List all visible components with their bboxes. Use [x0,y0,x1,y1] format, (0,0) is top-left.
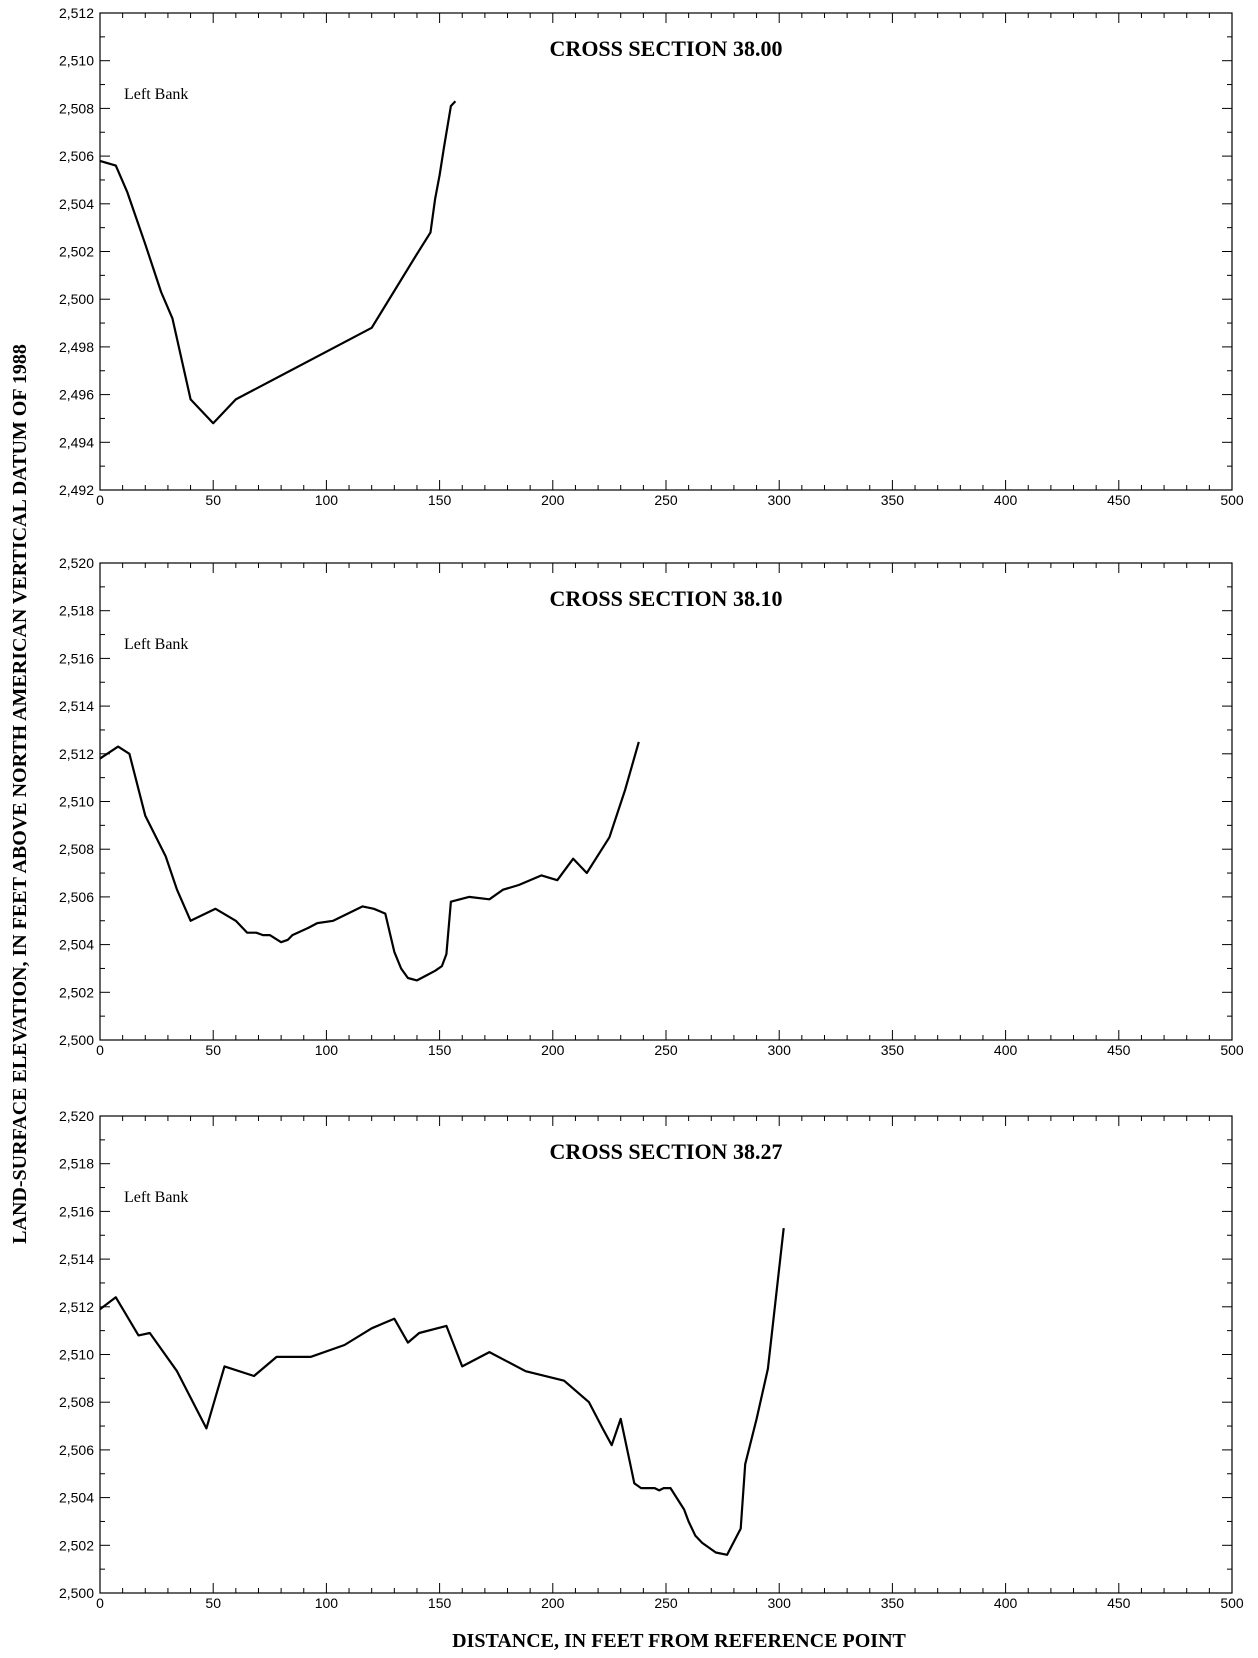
x-tick-label: 500 [1220,1595,1244,1611]
y-tick-label: 2,502 [59,984,94,1000]
x-tick-label: 450 [1107,492,1131,508]
x-tick-label: 200 [541,492,565,508]
panel-title: CROSS SECTION 38.27 [550,1139,783,1164]
y-tick-label: 2,508 [59,1394,94,1410]
left-bank-label: Left Bank [124,1189,188,1206]
x-tick-label: 0 [96,1595,104,1611]
y-tick-label: 2,520 [59,555,94,571]
y-tick-label: 2,508 [59,100,94,116]
x-tick-label: 400 [994,1042,1018,1058]
y-tick-label: 2,514 [59,698,94,714]
y-tick-label: 2,516 [59,650,94,666]
x-tick-label: 250 [654,492,678,508]
y-tick-label: 2,506 [59,148,94,164]
x-tick-label: 500 [1220,1042,1244,1058]
y-tick-label: 2,504 [59,937,94,953]
panel-title: CROSS SECTION 38.10 [550,586,783,611]
x-tick-label: 450 [1107,1042,1131,1058]
y-tick-label: 2,518 [59,1156,94,1172]
y-tick-label: 2,510 [59,794,94,810]
x-tick-label: 200 [541,1595,565,1611]
y-tick-label: 2,518 [59,603,94,619]
chart-panel-1: 0 50 100 150 200 250 300 350 400 450 500 2,492 2,494… [59,5,1244,508]
x-tick-label: 0 [96,1042,104,1058]
y-tick-label: 2,496 [59,387,94,403]
y-tick-label: 2,520 [59,1108,94,1124]
x-tick-label: 100 [315,492,339,508]
y-tick-label: 2,506 [59,1442,94,1458]
x-tick-label: 150 [428,492,452,508]
left-bank-label: Left Bank [124,636,188,653]
y-tick-label: 2,508 [59,841,94,857]
y-tick-label: 2,500 [59,1032,94,1048]
y-tick-label: 2,500 [59,291,94,307]
x-tick-label: 350 [881,492,905,508]
cross-section-profile-line [99,741,640,982]
x-tick-label: 300 [768,492,792,508]
cross-section-profile-line [99,1227,785,1556]
x-tick-label: 250 [654,1595,678,1611]
y-tick-label: 2,502 [59,244,94,260]
y-tick-label: 2,498 [59,339,94,355]
x-tick-label: 50 [205,1042,221,1058]
y-tick-label: 2,514 [59,1251,94,1267]
x-tick-label: 200 [541,1042,565,1058]
x-tick-label: 250 [654,1042,678,1058]
x-tick-label: 50 [205,492,221,508]
y-tick-label: 2,500 [59,1585,94,1601]
x-tick-label: 100 [315,1595,339,1611]
x-axis-title: DISTANCE, IN FEET FROM REFERENCE POINT [452,1630,906,1652]
y-tick-label: 2,510 [59,1347,94,1363]
x-tick-label: 300 [768,1042,792,1058]
x-tick-label: 150 [428,1595,452,1611]
y-tick-label: 2,512 [59,746,94,762]
x-tick-label: 450 [1107,1595,1131,1611]
x-tick-label: 500 [1220,492,1244,508]
x-tick-label: 100 [315,1042,339,1058]
chart-panel-2: 0 50 100 150 200 250 300 350 400 450 500 2,500 2,502… [59,555,1244,1058]
x-tick-label: 50 [205,1595,221,1611]
y-tick-label: 2,504 [59,196,94,212]
x-tick-label: 400 [994,492,1018,508]
chart-panel-3: 0 50 100 150 200 250 300 350 400 450 500 2,500 2,502… [59,1108,1244,1611]
plot-frame [99,1115,1233,1594]
y-tick-label: 2,512 [59,1299,94,1315]
x-tick-label: 350 [881,1595,905,1611]
left-bank-label: Left Bank [124,86,188,103]
x-tick-label: 0 [96,492,104,508]
plot-frame [99,12,1233,491]
x-tick-label: 300 [768,1595,792,1611]
y-tick-label: 2,502 [59,1537,94,1553]
y-tick-label: 2,506 [59,889,94,905]
y-tick-label: 2,492 [59,482,94,498]
chart-panels: 0 50 100 150 200 250 300 350 400 450 5002,4922,494… [59,5,1244,1611]
y-axis-title: LAND-SURFACE ELEVATION, IN FEET ABOVE NO… [9,344,31,1244]
y-tick-label: 2,494 [59,434,94,450]
x-tick-label: 150 [428,1042,452,1058]
y-tick-label: 2,510 [59,53,94,69]
panel-title: CROSS SECTION 38.00 [550,36,783,61]
plot-frame [99,562,1233,1041]
y-tick-label: 2,512 [59,5,94,21]
x-tick-label: 350 [881,1042,905,1058]
x-tick-label: 400 [994,1595,1018,1611]
cross-section-profile-line [99,100,457,425]
y-tick-label: 2,504 [59,1490,94,1506]
y-tick-label: 2,516 [59,1203,94,1219]
